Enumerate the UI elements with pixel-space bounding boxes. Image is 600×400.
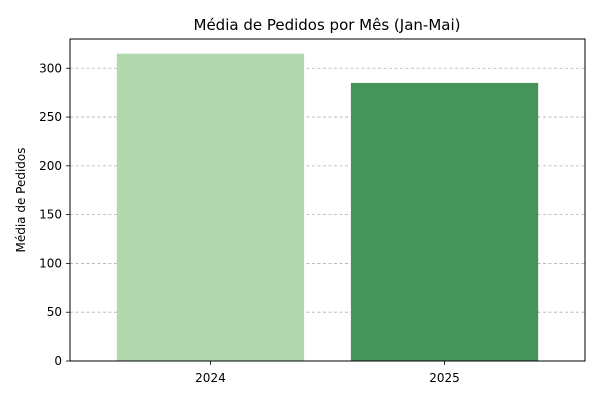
y-tick-label: 250 <box>39 110 62 124</box>
bar-2024 <box>116 53 305 362</box>
plot-frame <box>69 38 586 362</box>
y-tick-label: 150 <box>39 208 62 222</box>
x-tick-label: 2025 <box>429 371 460 385</box>
y-tick-label: 50 <box>47 305 62 319</box>
bars <box>116 53 539 362</box>
y-axis-ticks: 0 50 100 150 200 250 300 <box>39 61 70 368</box>
x-tick-label: 2024 <box>195 371 226 385</box>
y-tick-label: 300 <box>39 61 62 75</box>
chart-title: Média de Pedidos por Mês (Jan-Mai) <box>194 16 461 34</box>
y-axis-label: Média de Pedidos <box>14 147 28 252</box>
y-tick-label: 0 <box>54 354 62 368</box>
y-tick-label: 100 <box>39 256 62 270</box>
x-axis-ticks: 2024 2025 <box>195 361 460 385</box>
y-tick-label: 200 <box>39 159 62 173</box>
bar-2025 <box>350 82 539 361</box>
